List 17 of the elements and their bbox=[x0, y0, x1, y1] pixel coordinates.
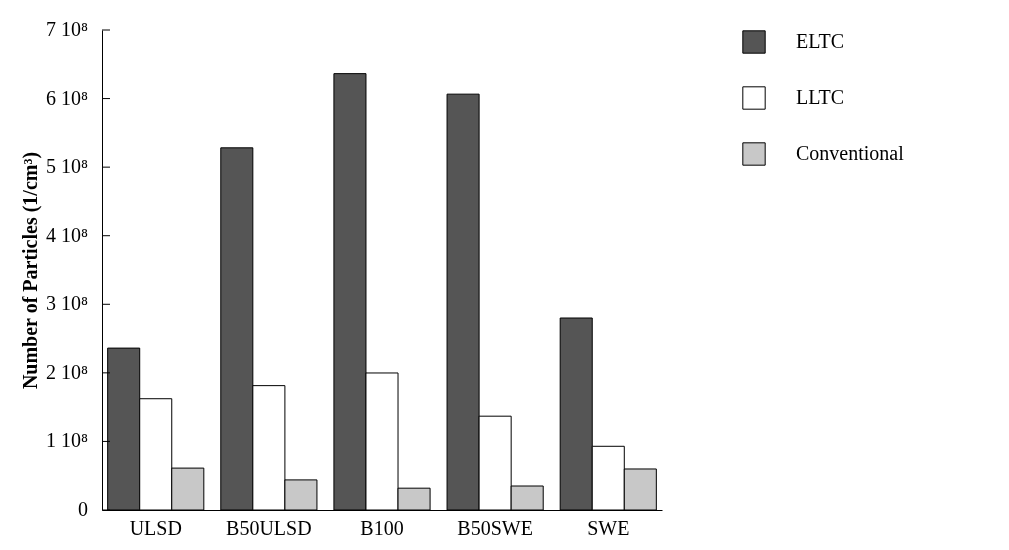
text: 7 10⁸ bbox=[46, 18, 89, 40]
text: 2 10⁸ bbox=[46, 360, 89, 383]
text: 6 10⁸ bbox=[46, 86, 89, 109]
x-tick-label: SWE bbox=[587, 516, 630, 539]
x-tick-label: B100 bbox=[360, 516, 404, 539]
legend-label: LLTC bbox=[796, 86, 845, 108]
x-tick-label: B50SWE bbox=[457, 516, 533, 539]
text: 5 10⁸ bbox=[46, 155, 89, 178]
y-axis-title: Number of Particles (1/cm³) bbox=[18, 151, 42, 390]
text: 3 10⁸ bbox=[46, 292, 89, 315]
text: 0 bbox=[78, 498, 88, 520]
text: 4 10⁸ bbox=[46, 223, 89, 246]
legend-label: ELTC bbox=[796, 30, 845, 52]
x-tick-label: ULSD bbox=[129, 516, 182, 539]
legend-label: Conventional bbox=[796, 142, 905, 164]
x-tick-label: B50ULSD bbox=[226, 516, 312, 539]
text: 1 10⁸ bbox=[46, 429, 89, 452]
